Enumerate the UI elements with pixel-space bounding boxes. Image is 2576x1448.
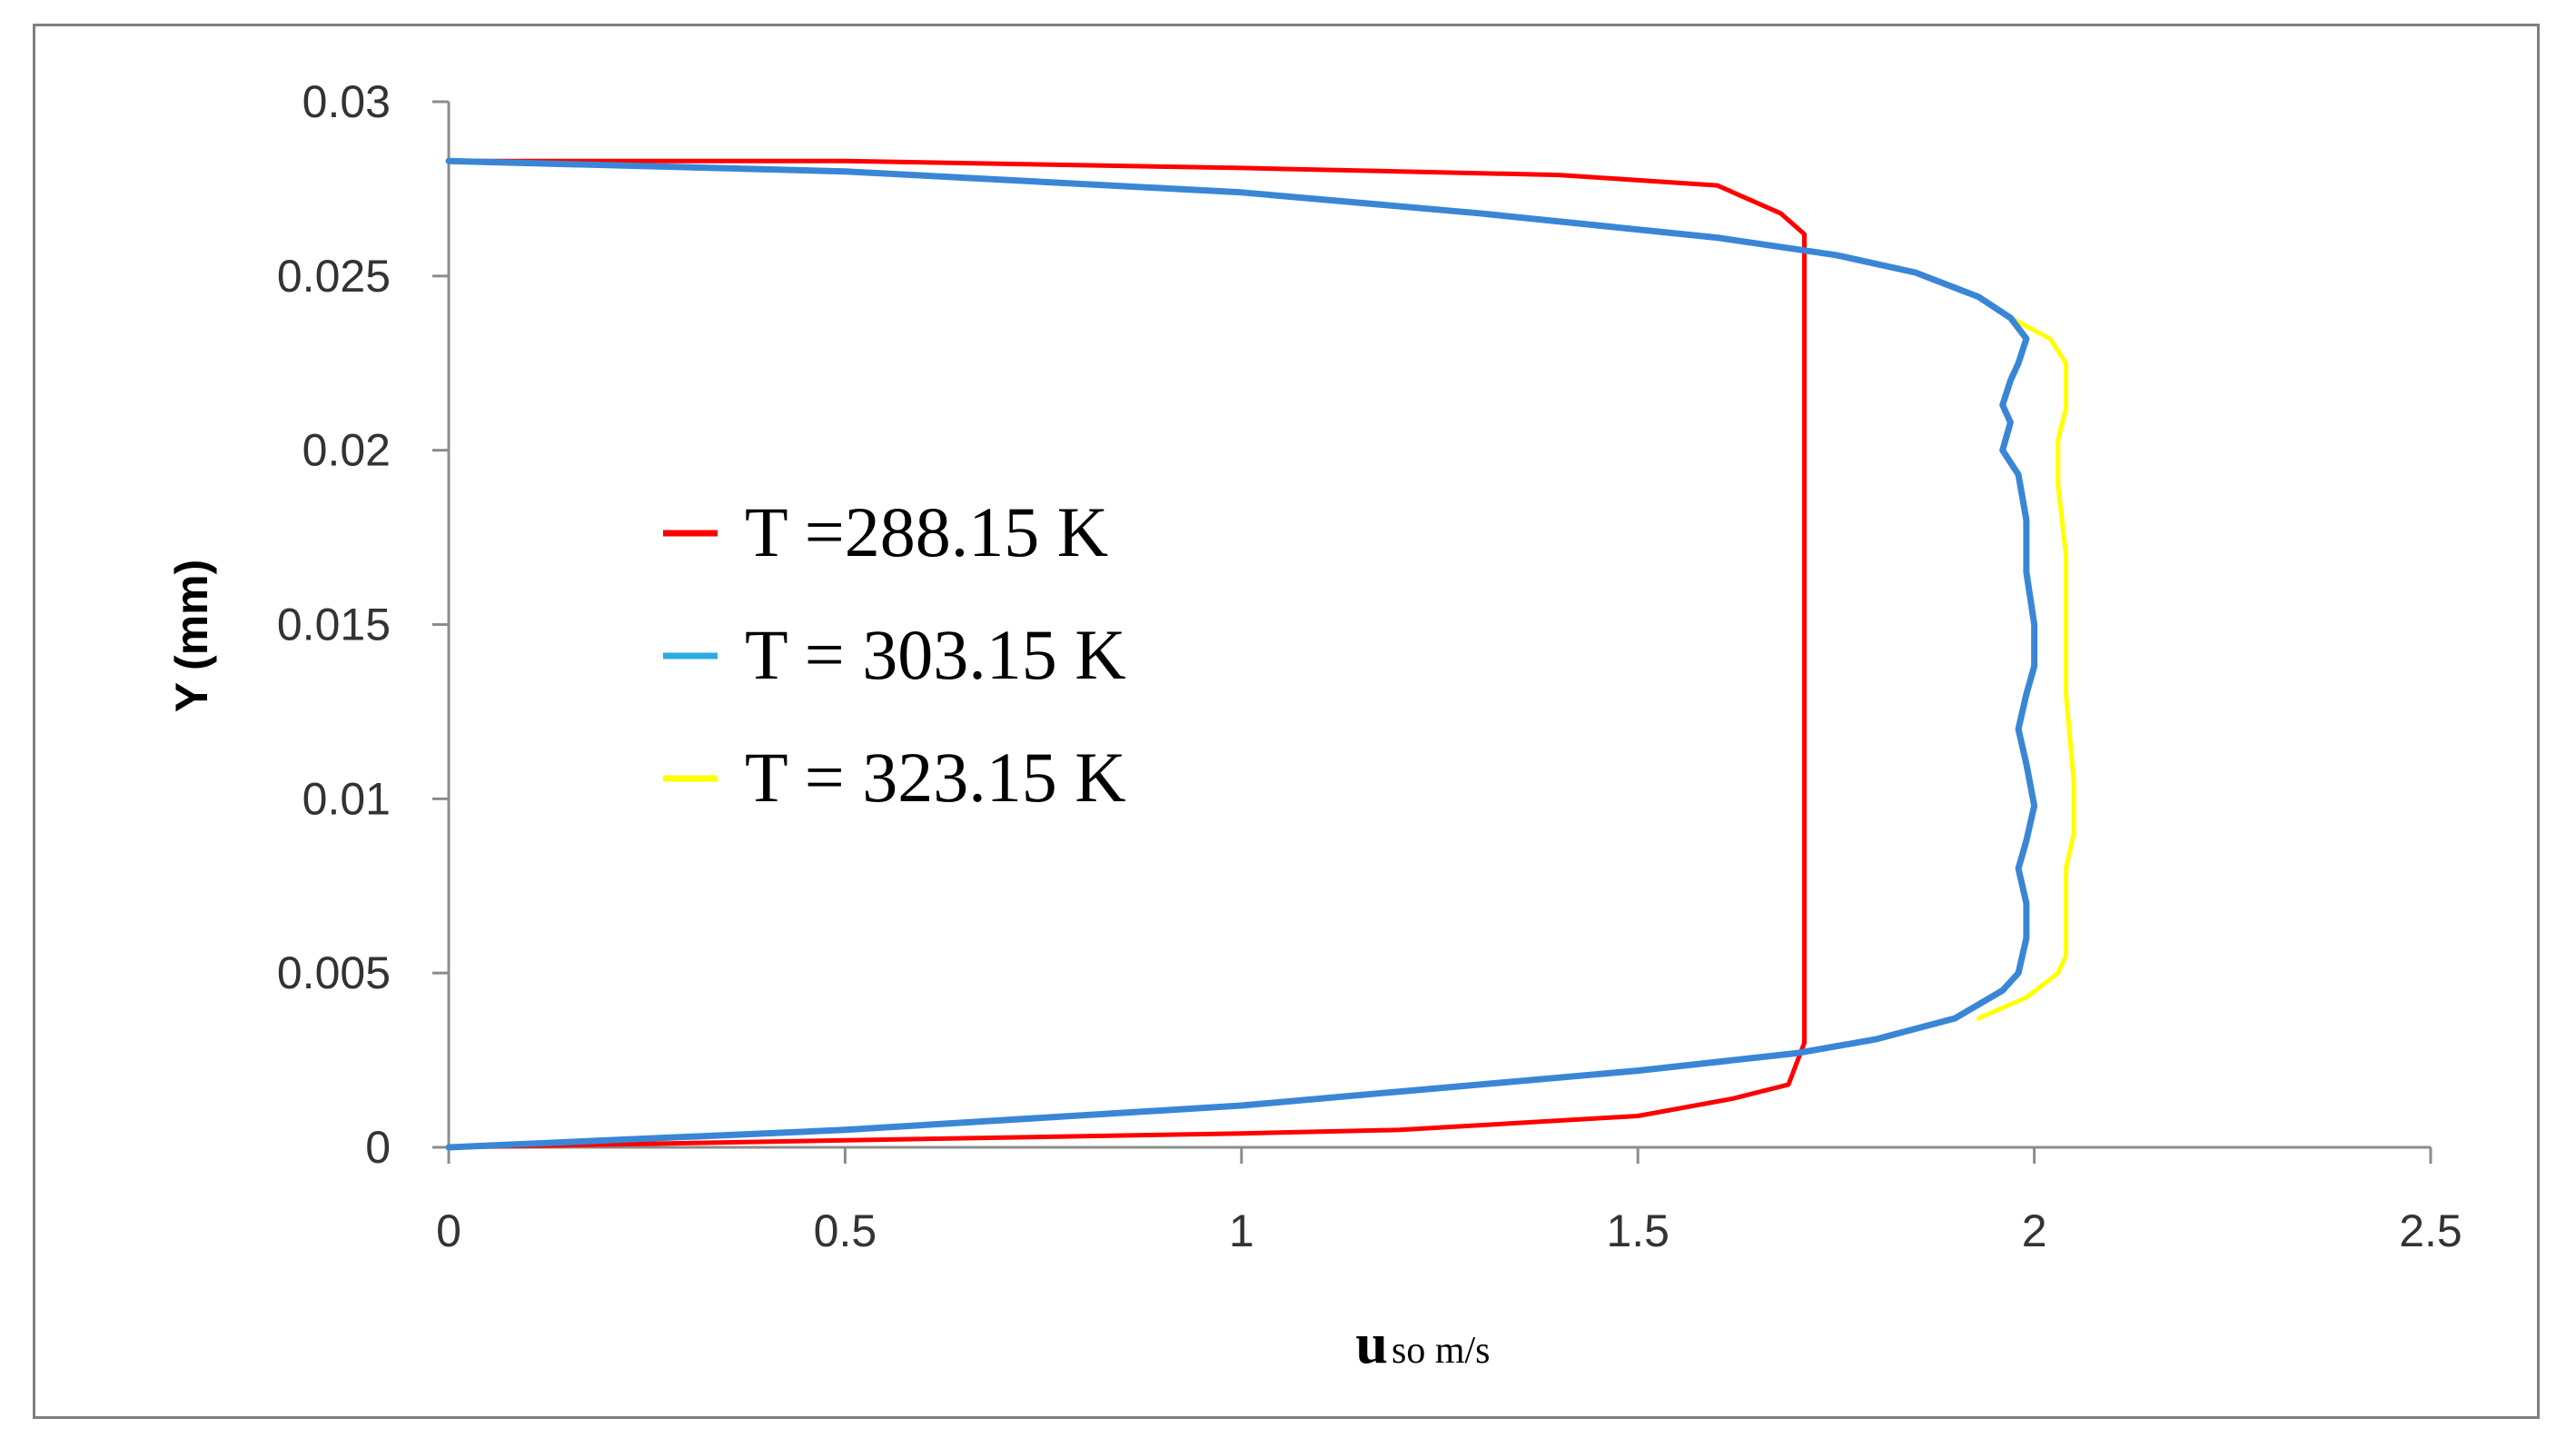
series-line-3	[1977, 315, 2076, 1021]
chart-frame	[33, 24, 2540, 1419]
y-tick-label: 0.03	[302, 76, 391, 127]
legend: T =288.15 K T = 303.15 K T = 323.15 K	[663, 492, 1126, 817]
x-tick-label: 2.5	[2399, 1205, 2462, 1256]
legend-entry: T =288.15 K	[745, 492, 1108, 571]
y-tick-label: 0.01	[302, 773, 391, 824]
y-axis-label: Y (mm)	[166, 560, 217, 713]
x-tick-label: 0.5	[814, 1205, 877, 1256]
legend-entry: T = 303.15 K	[745, 615, 1126, 694]
x-axis-label-main: u	[1355, 1311, 1388, 1375]
series-line-2	[445, 157, 2038, 1151]
y-tick-label: 0.005	[277, 947, 391, 998]
axes	[432, 100, 2432, 1164]
x-tick-label: 0	[436, 1205, 461, 1256]
x-tick-label: 1.5	[1606, 1205, 1669, 1256]
legend-entry: T = 323.15 K	[745, 738, 1126, 817]
x-tick-label: 2	[2022, 1205, 2047, 1256]
series-lines	[445, 157, 2076, 1151]
series-line-1	[446, 158, 1807, 1150]
y-tick-label: 0	[365, 1122, 391, 1173]
y-tick-label: 0.025	[277, 251, 391, 302]
x-axis-label-sub: so m/s	[1392, 1330, 1491, 1372]
tick-labels: 0 0.005 0.01 0.015 0.02 0.025 0.03 0 0.5 1 1.5 2 2.5	[277, 76, 2462, 1256]
y-tick-label: 0.015	[277, 600, 391, 650]
x-tick-label: 1	[1229, 1205, 1254, 1256]
y-tick-label: 0.02	[302, 425, 391, 476]
